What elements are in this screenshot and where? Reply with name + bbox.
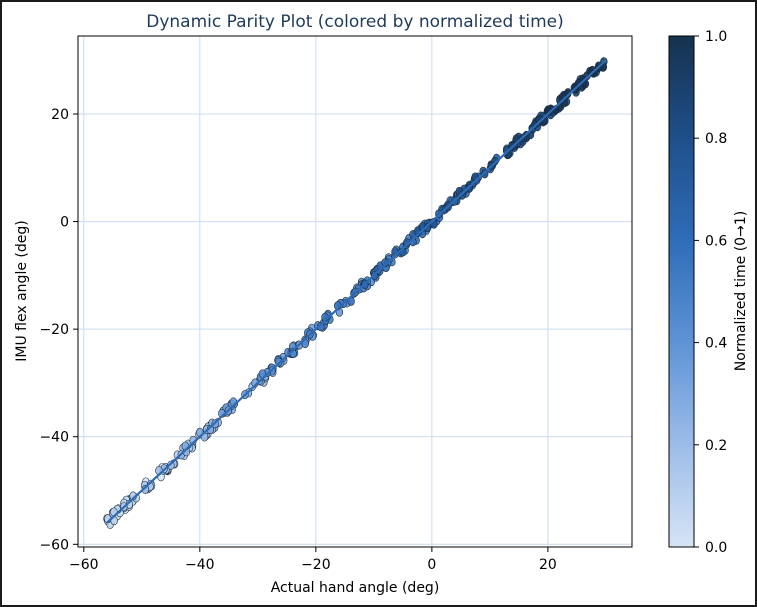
- colorbar-tick-label: 1.0: [705, 29, 727, 45]
- colorbar-tick-label: 0.8: [705, 131, 727, 147]
- fit-line-group: [106, 59, 607, 524]
- colorbar-tick-label: 0.0: [705, 540, 727, 556]
- x-tick-label: −60: [69, 557, 99, 573]
- fit-line: [106, 59, 607, 524]
- y-tick-label: −60: [39, 537, 69, 553]
- chart-title: Dynamic Parity Plot (colored by normaliz…: [146, 12, 564, 32]
- y-axis-ticks: −60 −40 −20 0 20: [39, 107, 78, 553]
- colorbar-label: Normalized time (0→1): [733, 211, 749, 371]
- x-axis-ticks: −60 −40 −20 0 20: [69, 547, 557, 573]
- x-tick-label: −20: [301, 557, 331, 573]
- x-tick-label: −40: [185, 557, 215, 573]
- colorbar: [668, 35, 695, 548]
- y-tick-label: 20: [51, 107, 69, 123]
- y-tick-label: −20: [39, 322, 69, 338]
- colorbar-ticks: 0.0 0.2 0.4 0.6 0.8 1.0: [694, 29, 727, 556]
- plot-area-border: [77, 35, 633, 548]
- y-axis-label: IMU flex angle (deg): [14, 220, 30, 361]
- y-tick-label: −40: [39, 430, 69, 446]
- y-tick-label: 0: [60, 215, 69, 231]
- colorbar-tick-label: 0.6: [705, 233, 727, 249]
- colorbar-tick-label: 0.2: [705, 438, 727, 454]
- x-tick-label: 0: [427, 557, 436, 573]
- x-tick-label: 20: [539, 557, 557, 573]
- colorbar-tick-label: 0.4: [705, 336, 727, 352]
- x-axis-label: Actual hand angle (deg): [271, 580, 440, 596]
